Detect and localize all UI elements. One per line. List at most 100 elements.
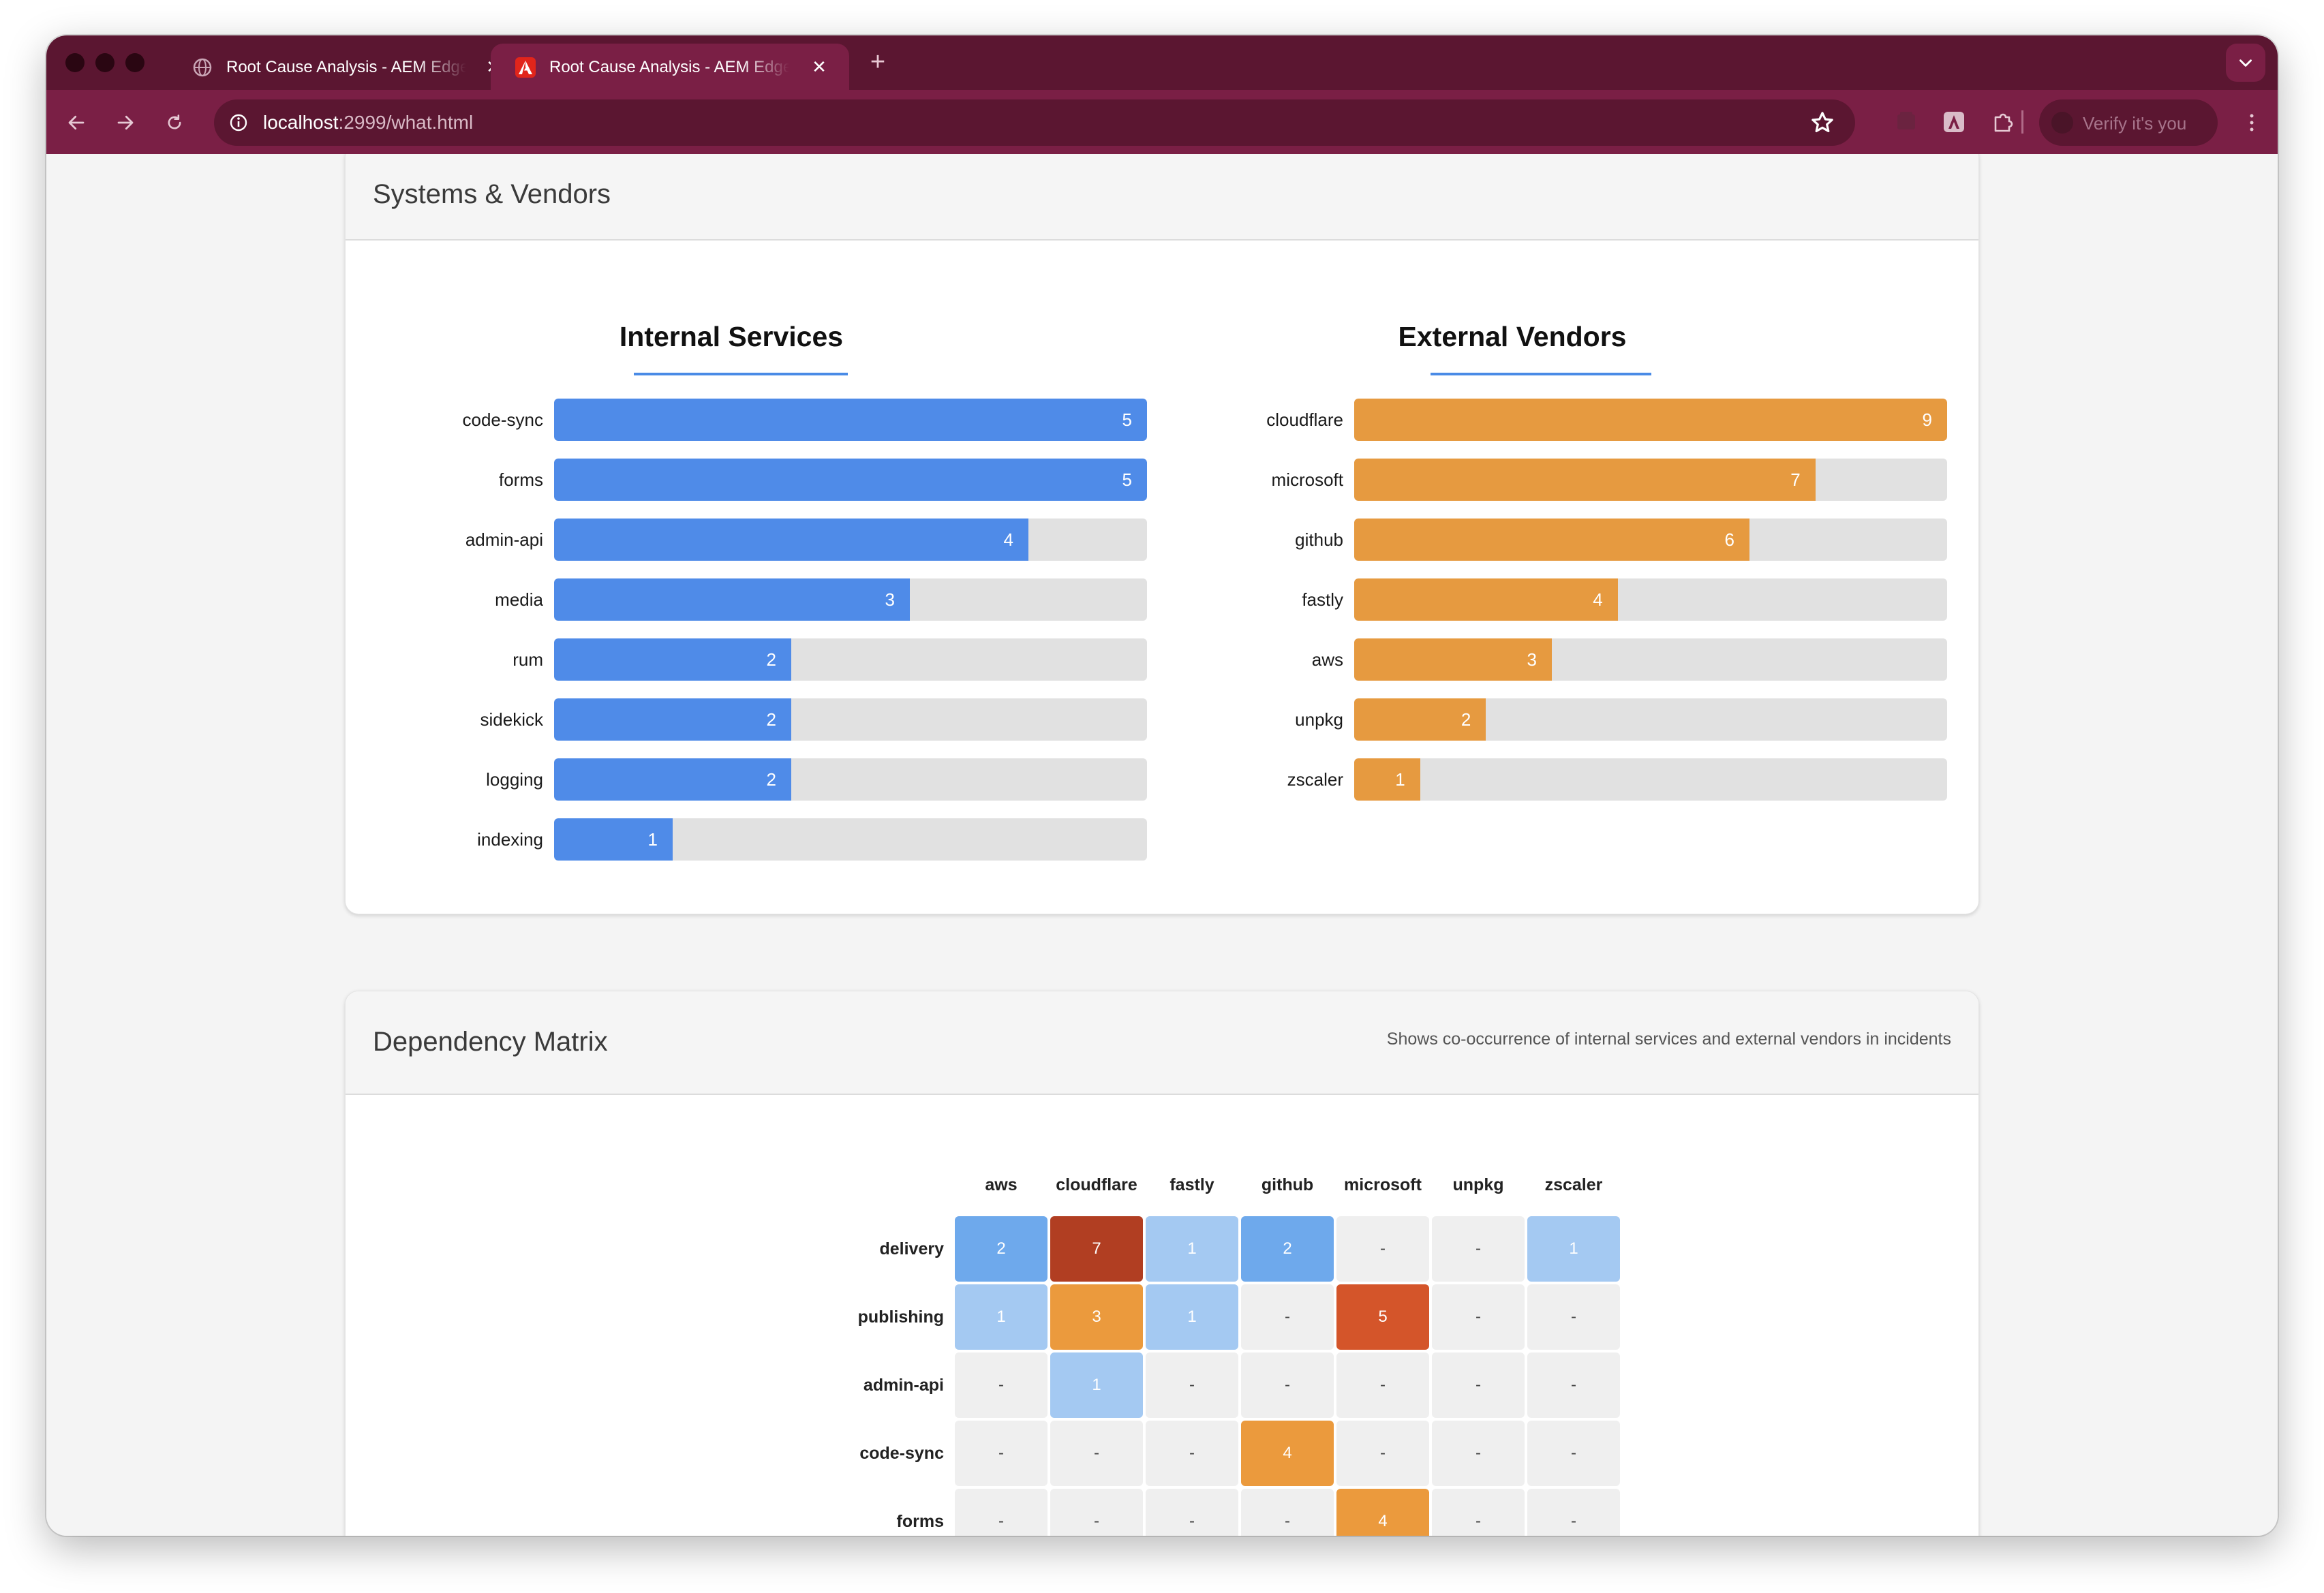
adobe-icon [515,57,536,78]
bar[interactable]: 9 [1354,399,1947,441]
matrix-column-header: cloudflare [1056,1175,1137,1194]
matrix-row-header: code-sync [859,1444,944,1463]
matrix-cell: - [1241,1352,1334,1418]
bar-value: 4 [1003,529,1013,550]
bar-track: 2 [554,638,1147,681]
browser-toolbar: localhost:2999/what.html Verify it's you [46,90,2278,154]
bar-label: microsoft [1271,469,1343,490]
bar-value: 1 [647,829,658,850]
matrix-column-header: microsoft [1344,1175,1422,1194]
matrix-cell[interactable]: 7 [1050,1216,1143,1282]
reload-button[interactable] [158,106,191,139]
bar-label: github [1295,529,1343,550]
address-bar[interactable]: localhost:2999/what.html [214,99,1855,146]
url-path: :2999/what.html [338,112,474,133]
matrix-cell: - [1146,1489,1238,1536]
puzzle-icon[interactable] [1987,106,2019,138]
bar-value: 1 [1395,769,1405,790]
close-window-button[interactable] [65,53,85,72]
bar-track: 7 [1354,459,1947,501]
bar[interactable]: 1 [1354,758,1420,801]
minimize-window-button[interactable] [95,53,114,72]
toolbar-separator [2021,110,2023,134]
bar-label: sidekick [480,709,543,730]
matrix-cell[interactable]: 2 [955,1216,1048,1282]
bar-label: admin-api [465,529,543,550]
bar-value: 2 [766,769,776,790]
matrix-cell[interactable]: 1 [955,1284,1048,1350]
close-tab-icon[interactable]: ✕ [812,57,827,77]
zoom-window-button[interactable] [125,53,144,72]
extension-icon[interactable] [1891,106,1922,138]
bar-value: 6 [1724,529,1734,550]
info-icon[interactable] [225,109,252,136]
bar[interactable]: 2 [554,758,791,801]
tab-strip: Root Cause Analysis - AEM Edge ✕ Root Ca… [46,35,2278,90]
matrix-cell[interactable]: 1 [1527,1216,1620,1282]
bar[interactable]: 7 [1354,459,1816,501]
bar-label: zscaler [1287,769,1343,790]
new-tab-button[interactable]: + [870,48,886,76]
bar-label: rum [513,649,543,670]
matrix-cell[interactable]: 5 [1336,1284,1429,1350]
matrix-cell[interactable]: 4 [1336,1489,1429,1536]
matrix-cell[interactable]: 2 [1241,1216,1334,1282]
profile-button[interactable]: Verify it's you [2039,99,2218,146]
bar[interactable]: 3 [1354,638,1552,681]
matrix-cell: - [1050,1489,1143,1536]
bar[interactable]: 5 [554,459,1147,501]
bar[interactable]: 6 [1354,519,1749,561]
bar[interactable]: 1 [554,818,673,861]
tab-active[interactable]: Root Cause Analysis - AEM Edge ✕ [491,44,849,90]
bar-label: cloudflare [1266,409,1343,430]
bar[interactable]: 2 [554,638,791,681]
bookmark-star-icon[interactable] [1809,109,1836,136]
matrix-cell: - [1432,1421,1525,1486]
tab-inactive[interactable]: Root Cause Analysis - AEM Edge ✕ [168,44,523,90]
browser-window: Root Cause Analysis - AEM Edge ✕ Root Ca… [46,35,2278,1536]
matrix-column-header: zscaler [1544,1175,1603,1194]
bar[interactable]: 4 [1354,578,1618,621]
matrix-row-header: admin-api [863,1376,944,1395]
bar-track: 1 [554,818,1147,861]
browser-menu-button[interactable] [2238,106,2265,139]
bar-value: 5 [1122,409,1132,430]
bar[interactable]: 2 [554,698,791,741]
external-vendors-title: External Vendors [1398,321,1627,352]
matrix-cell: - [1527,1489,1620,1536]
bar[interactable]: 5 [554,399,1147,441]
matrix-cell[interactable]: 4 [1241,1421,1334,1486]
globe-icon [193,58,212,77]
back-button[interactable] [60,106,93,139]
title-underline [1431,373,1651,375]
matrix-cell: - [1050,1421,1143,1486]
matrix-cell: - [955,1352,1048,1418]
forward-button[interactable] [109,106,142,139]
bar-track: 3 [554,578,1147,621]
bar[interactable]: 3 [554,578,910,621]
url-text: localhost:2999/what.html [263,112,473,134]
card-title: Systems & Vendors [373,179,611,209]
bar-value: 5 [1122,469,1132,490]
matrix-cell[interactable]: 1 [1050,1352,1143,1418]
matrix-cell[interactable]: 1 [1146,1284,1238,1350]
adobe-extension-icon[interactable] [1938,106,1970,138]
bar[interactable]: 4 [554,519,1028,561]
dependency-matrix-card: Dependency Matrix Shows co-occurrence of… [345,991,1979,1536]
matrix-cell[interactable]: 3 [1050,1284,1143,1350]
card-title: Dependency Matrix [373,1027,608,1057]
matrix-cell: - [1336,1352,1429,1418]
bar-value: 4 [1593,589,1603,610]
tab-search-button[interactable] [2226,44,2265,82]
bar-value: 9 [1922,409,1932,430]
bar-track: 1 [1354,758,1947,801]
systems-vendors-card: Systems & Vendors Internal Services Exte… [345,154,1979,914]
matrix-cell[interactable]: 1 [1146,1216,1238,1282]
bar-value: 2 [1461,709,1471,730]
matrix-row-header: publishing [857,1308,944,1327]
bar-label: indexing [477,829,543,850]
tab-title: Root Cause Analysis - AEM Edge [549,58,789,76]
bar-value: 2 [766,649,776,670]
bar-track: 4 [1354,578,1947,621]
bar[interactable]: 2 [1354,698,1486,741]
